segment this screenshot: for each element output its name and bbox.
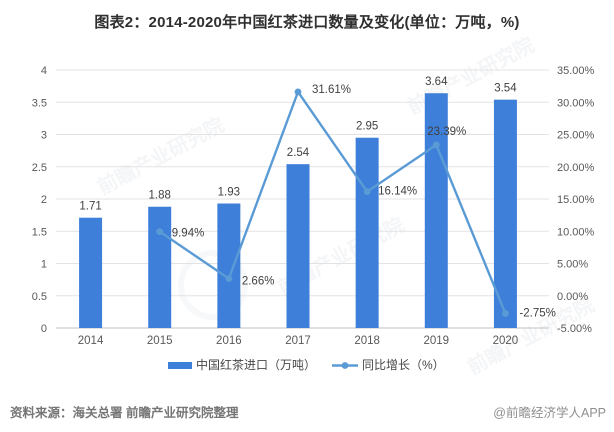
line-label: 31.61% — [312, 84, 351, 96]
legend-line-marker — [341, 362, 349, 369]
right-axis-tick: 15.00% — [557, 194, 595, 206]
line-label: 9.94% — [172, 228, 205, 240]
chart-area: 0 -5.00% 0.5 0.00% 1 5.00% 1.5 10.00% 2 15.00% 2.5… — [0, 40, 614, 395]
left-axis-tick: 2 — [41, 194, 47, 206]
left-axis-tick: 0 — [41, 323, 47, 335]
bar-2020 — [493, 99, 517, 328]
x-axis-label: 2014 — [78, 335, 104, 347]
line-marker-2018 — [363, 188, 371, 196]
legend-label-imports: 中国红茶进口（万吨） — [196, 357, 316, 372]
source-note: 资料来源：海关总署 前瞻产业研究院整理 — [10, 406, 239, 420]
bar-2017 — [286, 164, 310, 328]
x-axis-label: 2017 — [285, 335, 311, 347]
right-axis-tick: 35.00% — [557, 65, 595, 77]
growth-line — [159, 90, 507, 314]
x-axis-label: 2016 — [216, 335, 242, 347]
left-axis-tick: 3.5 — [32, 97, 47, 109]
left-axis-tick: 1 — [41, 259, 47, 271]
line-marker-2015 — [156, 228, 164, 236]
right-axis-tick: 20.00% — [557, 162, 595, 174]
left-axis-tick: 3 — [41, 130, 47, 142]
line-label: -2.75% — [519, 307, 555, 319]
footer: 资料来源：海关总署 前瞻产业研究院整理 @前瞻经济学人APP — [0, 396, 614, 432]
left-axis-tick: 4 — [41, 65, 47, 77]
brand-credit: @前瞻经济学人APP — [493, 406, 606, 420]
bar-2016 — [217, 203, 241, 328]
legend-bar-swatch — [168, 362, 192, 369]
right-axis-tick: 0.00% — [557, 291, 588, 303]
left-axis-tick: 1.5 — [32, 226, 47, 238]
bar-label: 3.54 — [494, 83, 517, 95]
bar-label: 2.95 — [356, 121, 378, 133]
bar-2015 — [148, 206, 172, 328]
bar-label: 3.64 — [425, 76, 448, 88]
x-axis-label: 2020 — [493, 335, 519, 347]
bar-2018 — [355, 137, 379, 328]
line-marker-2016 — [225, 275, 233, 282]
legend-label-growth: 同比增长（%） — [362, 358, 445, 372]
right-axis-tick: 10.00% — [557, 226, 595, 238]
line-marker-2017 — [294, 88, 302, 96]
x-axis-label: 2015 — [147, 335, 173, 347]
line-marker-2019 — [432, 141, 440, 149]
right-axis-tick: -5.00% — [557, 323, 592, 335]
line-marker-2020 — [502, 310, 509, 317]
line-label: 16.14% — [378, 186, 417, 198]
x-axis-label: 2018 — [354, 335, 380, 347]
bar-label: 1.71 — [79, 201, 101, 213]
x-axis-label: 2019 — [423, 335, 449, 347]
right-axis-tick: 30.00% — [557, 97, 595, 109]
left-axis-tick: 2.5 — [32, 162, 47, 174]
bar-label: 1.88 — [149, 190, 171, 202]
bar-2014 — [79, 217, 103, 328]
right-axis-tick: 25.00% — [557, 130, 595, 142]
left-axis-tick: 0.5 — [32, 291, 47, 303]
bar-label: 1.93 — [218, 187, 240, 199]
chart-svg: 0 -5.00%0.5 0.00%1 5.00%1.5 10.00%2 15.00%2.5… — [32, 65, 595, 372]
line-label: 2.66% — [242, 276, 275, 288]
right-axis-tick: 5.00% — [557, 259, 588, 271]
chart-title: 图表2：2014-2020年中国红茶进口数量及变化(单位：万吨，%) — [94, 14, 520, 31]
line-label: 23.39% — [427, 126, 466, 138]
bar-2019 — [424, 93, 448, 328]
bar-label: 2.54 — [287, 147, 310, 159]
